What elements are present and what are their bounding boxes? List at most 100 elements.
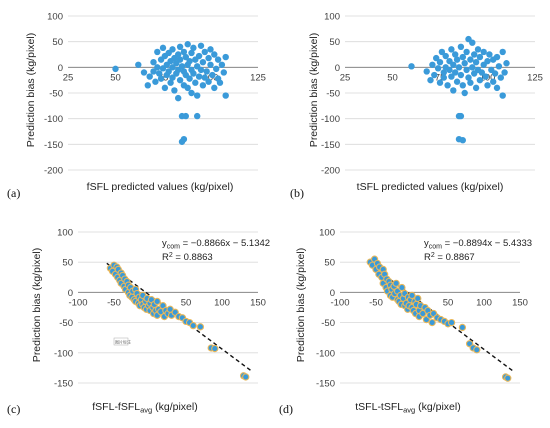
- data-point: [152, 78, 159, 85]
- data-point: [197, 42, 205, 49]
- data-point: [457, 112, 465, 120]
- x-tick-label: -50: [369, 297, 383, 308]
- chart-c-r2-sup: 2: [169, 252, 173, 259]
- data-point: [135, 61, 142, 68]
- data-point: [184, 84, 191, 92]
- x-tick-label: -100: [330, 297, 349, 308]
- data-point: [242, 373, 250, 381]
- y-tick-label: 50: [324, 258, 335, 269]
- x-tick-label: 50: [387, 72, 398, 83]
- data-point: [473, 346, 481, 354]
- data-point: [201, 48, 208, 56]
- chart-d-xlabel: tSFL-tSFLavg (kg/pixel): [355, 401, 460, 415]
- data-point: [459, 53, 466, 61]
- data-point: [218, 61, 226, 68]
- y-tick-label: -200: [44, 166, 63, 177]
- data-point: [207, 61, 214, 68]
- data-point: [408, 63, 415, 70]
- data-point: [461, 60, 468, 67]
- data-point: [175, 94, 182, 102]
- x-tick-label: 25: [63, 72, 74, 83]
- data-point: [458, 323, 467, 332]
- data-point: [175, 51, 182, 58]
- data-point: [213, 65, 220, 73]
- y-tick-label: 0: [335, 63, 340, 74]
- data-point: [442, 52, 449, 60]
- data-point: [429, 61, 436, 68]
- data-point: [486, 51, 493, 58]
- chart-c-points: [106, 261, 250, 381]
- data-point: [457, 43, 465, 50]
- data-point: [490, 78, 497, 85]
- data-point: [408, 291, 416, 300]
- data-point: [448, 73, 455, 80]
- chart-a-y-tick-labels: 100 50 0 -50 -100 -150 -200: [44, 12, 63, 177]
- data-point: [476, 76, 484, 84]
- data-point: [469, 64, 476, 71]
- y-tick-label: 100: [319, 228, 335, 239]
- y-tick-label: 100: [324, 12, 340, 23]
- chart-a-points: [112, 41, 229, 145]
- chart-d-equation-y: y: [424, 238, 429, 249]
- data-point: [450, 87, 457, 94]
- data-point: [154, 64, 161, 71]
- data-point: [176, 76, 184, 84]
- data-point: [398, 283, 406, 292]
- chart-d-equation-sub: com: [429, 244, 442, 251]
- data-point: [504, 374, 512, 382]
- chart-d-r2-r: R: [424, 252, 431, 263]
- data-point: [203, 68, 210, 75]
- data-point: [112, 65, 119, 73]
- data-point: [501, 69, 508, 76]
- data-point: [431, 71, 438, 79]
- data-point: [452, 51, 459, 58]
- x-tick-label: 100: [203, 72, 219, 83]
- data-point: [472, 84, 480, 92]
- y-tick-label: 50: [52, 37, 63, 48]
- chart-d-trend-line: [368, 262, 514, 372]
- data-point: [169, 46, 176, 53]
- chart-b-y-tick-labels: 100 50 0 -50 -100 -150 -200: [321, 12, 340, 177]
- data-point: [150, 68, 157, 75]
- chart-d-points: [366, 255, 512, 382]
- y-tick-label: -50: [321, 318, 335, 329]
- data-point: [167, 79, 174, 86]
- data-point: [186, 57, 193, 65]
- data-point: [480, 48, 487, 56]
- chart-d: 100 50 0 -50 -100 -150 -100 -50 0 50 100 150 ycom …: [279, 228, 532, 417]
- data-point: [414, 294, 422, 303]
- data-point: [463, 66, 470, 74]
- data-point: [493, 84, 501, 92]
- y-tick-label: 0: [68, 288, 73, 299]
- data-point: [161, 84, 169, 92]
- chart-c-r2: R2 = 0.8863: [162, 252, 213, 263]
- data-point: [459, 82, 466, 89]
- chart-c-xlabel-rest: (kg/pixel): [152, 401, 198, 413]
- chart-c-r2-r: R: [162, 252, 169, 263]
- data-point: [195, 52, 203, 60]
- data-point: [453, 78, 461, 85]
- data-point: [476, 53, 484, 61]
- data-point: [222, 53, 229, 61]
- data-point: [484, 57, 491, 65]
- data-point: [178, 63, 186, 70]
- x-tick-label: 150: [250, 297, 266, 308]
- chart-d-r2-rest: = 0.8867: [435, 252, 475, 263]
- chart-b-xlabel: tSFL predicted values (kg/pixel): [357, 181, 504, 193]
- data-point: [150, 59, 157, 66]
- chart-c-panel-label: (c): [7, 402, 20, 416]
- data-point: [457, 71, 465, 79]
- x-tick-label: 100: [214, 297, 230, 308]
- chart-b: 100 50 0 -50 -100 -150 -200 25 50 75 100 125 Predi…: [290, 12, 543, 201]
- data-point: [190, 44, 197, 52]
- chart-a-xlabel: fSFL predicted values (kg/pixel): [87, 181, 234, 193]
- x-tick-label: 50: [181, 297, 192, 308]
- chart-d-ylabel: Prediction bias (kg/pixel): [295, 248, 307, 362]
- data-point: [472, 59, 480, 66]
- data-point: [465, 74, 472, 81]
- y-tick-label: -150: [44, 140, 63, 151]
- chart-a-ylabel: Prediction bias (kg/pixel): [25, 33, 37, 147]
- data-point: [427, 76, 434, 84]
